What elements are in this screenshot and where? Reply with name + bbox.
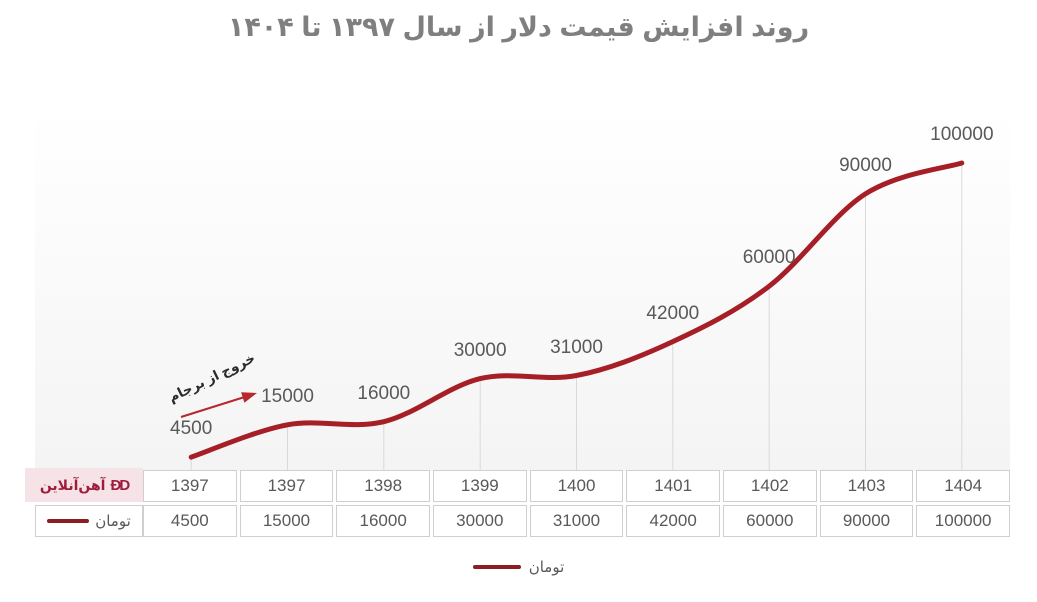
data-label: 90000 bbox=[839, 154, 892, 176]
data-label: 31000 bbox=[550, 336, 603, 358]
year-cell: 1397 bbox=[143, 470, 237, 502]
value-cell: 30000 bbox=[432, 505, 527, 537]
data-label: 42000 bbox=[646, 302, 700, 324]
annotation-arrow-shaft bbox=[180, 396, 244, 418]
table-series-label: تومان bbox=[95, 513, 131, 530]
data-label: 60000 bbox=[742, 247, 796, 269]
data-label: 4500 bbox=[170, 418, 213, 440]
year-cell: 1401 bbox=[626, 470, 720, 502]
value-cell: 4500 bbox=[143, 505, 237, 537]
ahan-online-logo: آهن‌آنلاین ĐD bbox=[25, 468, 143, 502]
year-cell: 1397 bbox=[239, 470, 334, 502]
table-series-legend-cell: تومان bbox=[35, 505, 143, 537]
value-cell: 15000 bbox=[239, 505, 334, 537]
ahan-online-logo-text: آهن‌آنلاین bbox=[39, 476, 106, 493]
year-cell: 1403 bbox=[819, 470, 914, 502]
year-cell: 1402 bbox=[722, 470, 817, 502]
table-years-row: 1397 1397 1398 1399 1400 1401 1402 1403 1404 bbox=[143, 470, 1010, 502]
data-label: 16000 bbox=[357, 382, 411, 404]
series-line-swatch-icon bbox=[47, 519, 90, 523]
data-label: 100000 bbox=[930, 124, 994, 145]
value-cell: 16000 bbox=[336, 505, 430, 537]
year-cell: 1400 bbox=[529, 470, 624, 502]
value-cell: 31000 bbox=[529, 505, 624, 537]
legend-line-swatch-icon bbox=[472, 565, 521, 569]
data-label: 15000 bbox=[261, 385, 314, 407]
value-cell: 60000 bbox=[722, 505, 817, 537]
annotation-arrow-head-icon bbox=[241, 392, 257, 403]
data-label: 30000 bbox=[453, 339, 507, 361]
year-cell: 1404 bbox=[916, 470, 1010, 502]
chart-title: روند افزایش قیمت دلار از سال ۱۳۹۷ تا ۱۴۰… bbox=[227, 12, 810, 42]
table-values-row: 4500 15000 16000 30000 31000 42000 60000 90000 1… bbox=[143, 505, 1010, 537]
chart-legend: تومان bbox=[0, 556, 1037, 578]
plot-background bbox=[35, 108, 1010, 471]
price-line bbox=[188, 160, 965, 460]
value-cell: 90000 bbox=[819, 505, 914, 537]
value-cell: 42000 bbox=[626, 505, 720, 537]
legend-series-label: تومان bbox=[528, 559, 565, 576]
value-cell: 100000 bbox=[916, 505, 1010, 537]
year-cell: 1399 bbox=[432, 470, 527, 502]
ahan-online-logo-icon: ĐD bbox=[110, 476, 130, 494]
year-cell: 1398 bbox=[336, 470, 430, 502]
